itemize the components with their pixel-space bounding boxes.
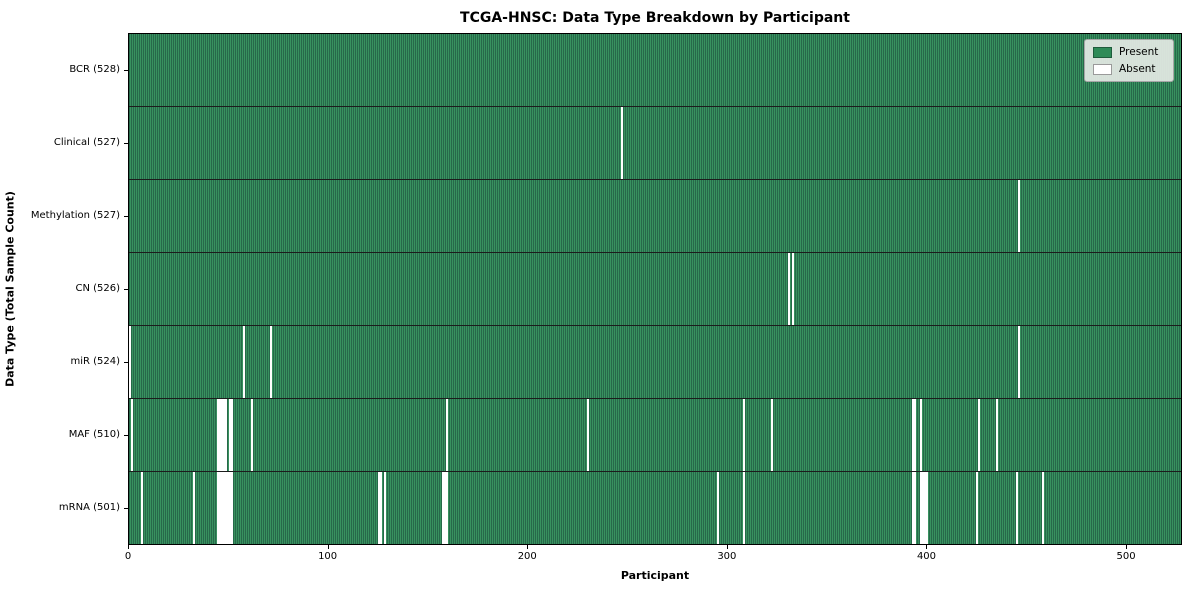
y-tick-mark <box>124 142 128 144</box>
x-tick-mark <box>327 545 329 549</box>
absence-stripe <box>919 399 922 471</box>
absence-stripe <box>770 399 773 471</box>
absence-stripe <box>220 472 223 544</box>
legend-label: Absent <box>1119 63 1156 75</box>
y-tick-label-bcr: BCR (528) <box>69 63 120 75</box>
absence-stripe <box>270 326 273 398</box>
x-tick-label-100: 100 <box>318 551 338 562</box>
absence-stripe <box>378 472 381 544</box>
absence-stripe <box>587 399 590 471</box>
legend-entry-absent: Absent <box>1093 63 1165 75</box>
absence-stripe <box>912 472 914 544</box>
absence-stripe <box>224 399 227 471</box>
absence-stripe <box>925 472 928 544</box>
heatmap-row-clinical <box>129 107 1181 180</box>
absence-stripe <box>1017 180 1020 252</box>
absence-stripe <box>218 472 221 544</box>
absence-stripe <box>914 399 916 471</box>
x-tick-label-200: 200 <box>517 551 537 562</box>
chart-title: TCGA-HNSC: Data Type Breakdown by Partic… <box>460 10 850 26</box>
absence-stripe <box>216 472 219 544</box>
x-tick-label-500: 500 <box>1116 551 1136 562</box>
absence-stripe <box>228 399 231 471</box>
y-tick-mark <box>124 215 128 217</box>
absence-stripe <box>912 399 914 471</box>
absence-stripe <box>250 399 253 471</box>
x-tick-mark <box>726 545 728 549</box>
x-tick-mark <box>926 545 928 549</box>
absence-stripe <box>1017 326 1020 398</box>
absence-stripe <box>788 253 791 325</box>
y-tick-mark <box>124 289 128 290</box>
y-tick-mark <box>124 435 128 437</box>
absence-stripe <box>218 399 221 471</box>
x-tick-mark <box>1126 545 1128 549</box>
x-tick-label-400: 400 <box>916 551 937 562</box>
absence-stripe <box>445 472 448 544</box>
absence-stripe <box>742 472 745 544</box>
y-tick-label-clinical: Clinical (527) <box>53 136 120 148</box>
absence-stripe <box>742 399 745 471</box>
absence-stripe <box>380 472 383 544</box>
absence-stripe <box>140 472 143 544</box>
x-tick-label-0: 0 <box>124 551 132 562</box>
absence-stripe <box>1041 472 1044 544</box>
heatmap-row-bcr <box>129 34 1181 107</box>
absence-stripe <box>995 399 998 471</box>
x-axis-label: Participant <box>620 569 690 582</box>
absence-stripe <box>224 472 227 544</box>
absence-stripe <box>216 399 219 471</box>
absence-stripe <box>441 472 444 544</box>
absence-stripe <box>977 399 980 471</box>
absence-stripe <box>230 399 233 471</box>
absence-stripe <box>443 472 446 544</box>
y-tick-label-methylation: Methylation (527) <box>30 209 120 221</box>
y-tick-label-maf: MAF (510) <box>68 429 120 441</box>
absence-stripe <box>242 326 245 398</box>
absence-stripe <box>226 472 229 544</box>
absence-stripe <box>923 472 926 544</box>
absence-stripe <box>621 107 624 179</box>
absence-stripe <box>914 472 916 544</box>
absence-stripe <box>130 399 133 471</box>
legend-swatch-absent <box>1093 63 1112 75</box>
plot-area <box>128 33 1182 545</box>
absence-stripe <box>921 472 924 544</box>
absence-stripe <box>129 326 131 398</box>
absence-stripe <box>228 472 231 544</box>
x-tick-label-300: 300 <box>717 551 737 562</box>
absence-stripe <box>222 399 225 471</box>
heatmap-row-mrna <box>129 472 1181 544</box>
heatmap-row-cn <box>129 253 1181 326</box>
absence-stripe <box>222 472 225 544</box>
absence-stripe <box>445 399 448 471</box>
x-tick-mark <box>128 545 129 549</box>
y-tick-label-mir: miR (524) <box>70 356 120 368</box>
x-tick-mark <box>527 545 529 549</box>
y-tick-mark <box>124 69 128 71</box>
legend-entry-present: Present <box>1093 46 1165 58</box>
absence-stripe <box>975 472 978 544</box>
absence-stripe <box>1015 472 1018 544</box>
y-tick-label-mrna: mRNA (501) <box>58 502 120 514</box>
legend-swatch-present <box>1093 46 1112 58</box>
absence-stripe <box>792 253 795 325</box>
absence-stripe <box>384 472 386 544</box>
legend-label: Present <box>1119 46 1159 58</box>
heatmap-row-methylation <box>129 180 1181 253</box>
absence-stripe <box>716 472 719 544</box>
absence-stripe <box>192 472 195 544</box>
absence-stripe <box>230 472 233 544</box>
y-tick-label-cn: CN (526) <box>75 283 120 294</box>
legend: Present Absent <box>1084 39 1174 82</box>
heatmap-row-maf <box>129 399 1181 472</box>
absence-stripe <box>919 472 922 544</box>
y-tick-mark <box>124 508 128 510</box>
absence-stripe <box>220 399 223 471</box>
heatmap-row-mir <box>129 326 1181 399</box>
y-tick-mark <box>124 362 128 364</box>
